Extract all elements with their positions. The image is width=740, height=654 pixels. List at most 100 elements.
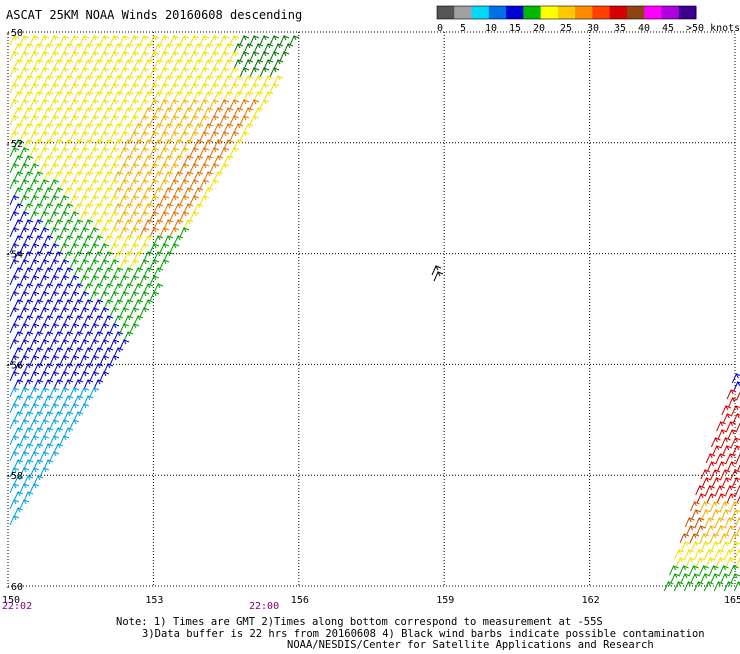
- wind-barb: [43, 426, 54, 438]
- wind-barb: [153, 170, 164, 182]
- wind-barb: [173, 202, 184, 214]
- wind-barb: [139, 34, 150, 46]
- wind-barb: [59, 306, 70, 318]
- wind-barb: [29, 50, 40, 62]
- wind-barb: [99, 34, 110, 46]
- lat-label: -56: [5, 360, 23, 371]
- wind-barb: [133, 170, 144, 182]
- wind-barb: [123, 74, 134, 86]
- legend-swatch: [540, 6, 559, 19]
- wind-barb: [283, 42, 294, 54]
- wind-barb: [690, 572, 701, 584]
- wind-barb: [133, 186, 144, 198]
- wind-barb: [69, 354, 80, 366]
- wind-barb: [273, 42, 284, 54]
- wind-barb: [263, 42, 274, 54]
- wind-barb: [707, 460, 717, 472]
- wind-barb: [727, 460, 737, 472]
- wind-barb: [23, 186, 34, 198]
- wind-barb: [23, 458, 34, 470]
- wind-barb: [69, 418, 80, 430]
- wind-barb: [253, 42, 264, 54]
- wind-barb: [249, 50, 260, 62]
- wind-barb: [49, 194, 60, 206]
- wind-barb: [243, 42, 254, 54]
- wind-barb: [13, 330, 24, 342]
- wind-barb: [123, 298, 134, 310]
- wind-barb: [19, 130, 30, 142]
- wind-barb: [706, 492, 717, 504]
- wind-barb: [9, 146, 20, 158]
- wind-barb: [129, 210, 140, 222]
- wind-barb: [219, 130, 230, 142]
- wind-barb: [109, 34, 120, 46]
- wind-barb: [149, 242, 160, 254]
- wind-barb: [79, 66, 90, 78]
- wind-barb: [735, 557, 740, 568]
- wind-barb: [53, 330, 64, 342]
- wind-barb: [23, 90, 34, 102]
- wind-barb: [129, 82, 140, 94]
- legend-swatch: [609, 6, 628, 19]
- wind-barb: [153, 138, 164, 150]
- wind-barb: [43, 250, 54, 262]
- wind-barb: [159, 210, 170, 222]
- lon-label: 159: [436, 595, 454, 606]
- wind-barb: [233, 138, 244, 150]
- wind-barb: [705, 484, 715, 496]
- wind-barb: [169, 66, 180, 78]
- wind-barb: [39, 450, 50, 462]
- time-label-middle: 22:00: [249, 601, 279, 612]
- wind-barb: [73, 42, 84, 54]
- wind-barb: [39, 178, 50, 190]
- wind-barb: [29, 274, 40, 286]
- wind-barb: [143, 154, 154, 166]
- wind-barb: [59, 130, 70, 142]
- wind-barb: [129, 194, 140, 206]
- wind-barb: [690, 540, 701, 552]
- wind-barb: [9, 450, 20, 462]
- wind-barb: [9, 514, 20, 526]
- wind-barb: [19, 450, 30, 462]
- wind-barb: [49, 210, 60, 222]
- wind-barb: [109, 98, 120, 110]
- wind-barb: [39, 130, 50, 142]
- wind-barb: [63, 234, 74, 246]
- wind-barb: [33, 394, 44, 406]
- wind-barb: [19, 290, 30, 302]
- wind-barb: [219, 34, 230, 46]
- wind-barb: [43, 138, 54, 150]
- wind-barb: [19, 242, 30, 254]
- wind-barb: [716, 492, 727, 504]
- lat-label: -54: [5, 250, 23, 261]
- wind-barb: [59, 386, 70, 398]
- wind-barb: [103, 234, 114, 246]
- wind-barb: [13, 90, 24, 102]
- wind-barb: [153, 266, 164, 278]
- wind-barb: [9, 402, 20, 414]
- wind-barb: [239, 98, 250, 110]
- wind-barb: [43, 218, 54, 230]
- wind-barb: [163, 90, 174, 102]
- wind-barb: [219, 82, 230, 94]
- wind-barb: [29, 386, 40, 398]
- wind-barb: [63, 314, 74, 326]
- wind-barb: [39, 274, 50, 286]
- wind-barb: [63, 218, 74, 230]
- wind-barb: [63, 90, 74, 102]
- wind-barb: [183, 106, 194, 118]
- legend-swatch: [592, 6, 611, 19]
- wind-barb: [59, 322, 70, 334]
- wind-barb: [43, 378, 54, 390]
- wind-barb: [9, 338, 20, 350]
- wind-barb: [279, 34, 290, 46]
- wind-barb: [13, 442, 24, 454]
- wind-barb: [213, 122, 224, 134]
- wind-barb: [23, 282, 34, 294]
- wind-barb: [33, 234, 44, 246]
- wind-barb: [169, 146, 180, 158]
- wind-barb: [715, 452, 726, 464]
- wind-barb: [113, 282, 124, 294]
- wind-barb: [9, 418, 20, 430]
- wind-barb: [730, 500, 740, 512]
